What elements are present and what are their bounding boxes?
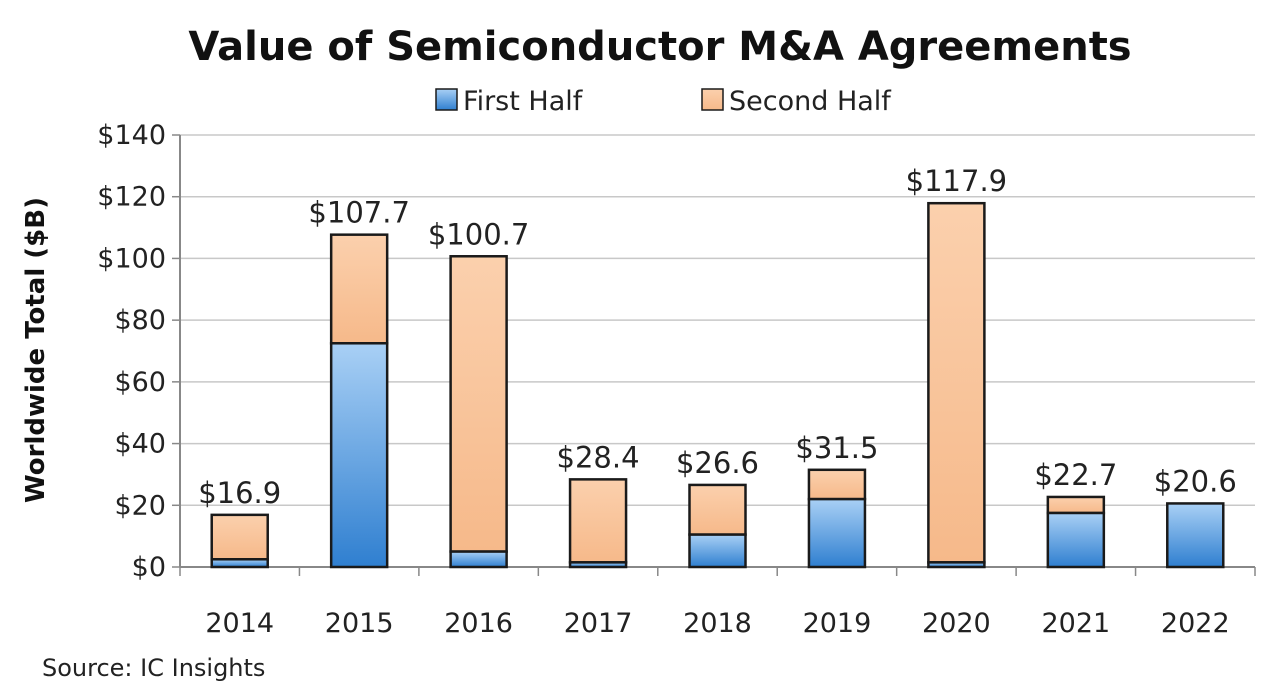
bar-first-half-2022 <box>1166 502 1225 569</box>
y-tick-label: $100 <box>97 243 166 274</box>
y-tick-label: $0 <box>132 552 166 583</box>
bar-second-half-2017 <box>568 478 628 564</box>
y-axis-ticks: $0 $20 $40 $60 $80 $100 $120 $140 <box>97 120 166 583</box>
value-label-2020: $117.9 <box>906 164 1007 198</box>
value-label-2018: $26.6 <box>676 446 759 480</box>
bar-second-half-2014 <box>210 513 269 561</box>
x-tick-label-2020: 2020 <box>922 608 991 639</box>
bar-second-half-2019 <box>807 468 867 501</box>
bar-second-half-2015 <box>329 233 389 345</box>
bar-second-half-2021 <box>1046 495 1106 515</box>
x-tick-label-2015: 2015 <box>325 608 394 639</box>
legend-label-second-half: Second Half <box>729 86 892 117</box>
value-label-2014: $16.9 <box>198 476 281 510</box>
x-tick-label-2018: 2018 <box>683 608 752 639</box>
y-tick-label: $20 <box>114 490 166 521</box>
chart-title: Value of Semiconductor M&A Agreements <box>188 24 1131 70</box>
value-labels: $16.9 $107.7 $100.7 $28.4 $26.6 $31.5 $117.9 $2… <box>198 164 1237 510</box>
bar-first-half-2016 <box>449 550 508 569</box>
value-label-2021: $22.7 <box>1034 458 1117 492</box>
value-label-2019: $31.5 <box>795 431 878 465</box>
x-tick-label-2021: 2021 <box>1041 608 1110 639</box>
value-label-2015: $107.7 <box>308 196 409 230</box>
legend-swatch-second-half <box>701 88 724 111</box>
bar-second-half-2016 <box>449 255 508 553</box>
bar-first-half-2019 <box>807 497 867 569</box>
legend-label-first-half: First Half <box>463 86 584 117</box>
bar-first-half-2018 <box>688 533 747 569</box>
value-label-2022: $20.6 <box>1154 464 1237 498</box>
bar-first-half-2014 <box>210 558 269 569</box>
bar-first-half-2021 <box>1046 511 1106 569</box>
legend-swatch-first-half <box>435 88 458 111</box>
bar-second-half-2018 <box>688 483 747 536</box>
legend: First Half Second Half <box>435 86 892 117</box>
x-tick-label-2016: 2016 <box>444 608 513 639</box>
y-tick-label: $60 <box>114 367 166 398</box>
bar-second-half-2020 <box>927 201 986 564</box>
bar-first-half-2017 <box>568 561 628 569</box>
value-label-2016: $100.7 <box>428 217 529 251</box>
bars <box>210 201 1225 569</box>
x-tick-label-2022: 2022 <box>1161 608 1230 639</box>
x-axis-ticks: 2014 2015 2016 2017 2018 2019 2020 2021 2022 <box>205 608 1229 639</box>
source-note: Source: IC Insights <box>42 654 265 682</box>
y-axis-label: Worldwide Total ($B) <box>21 197 51 503</box>
y-tick-label: $40 <box>114 429 166 460</box>
y-tick-label: $120 <box>97 182 166 213</box>
y-tick-label: $140 <box>97 120 166 151</box>
bar-first-half-2020 <box>927 561 986 569</box>
y-tick-label: $80 <box>114 305 166 336</box>
value-label-2017: $28.4 <box>557 440 640 474</box>
x-tick-label-2017: 2017 <box>564 608 633 639</box>
bar-first-half-2015 <box>329 342 389 569</box>
x-tick-label-2014: 2014 <box>205 608 274 639</box>
x-tick-label-2019: 2019 <box>803 608 872 639</box>
